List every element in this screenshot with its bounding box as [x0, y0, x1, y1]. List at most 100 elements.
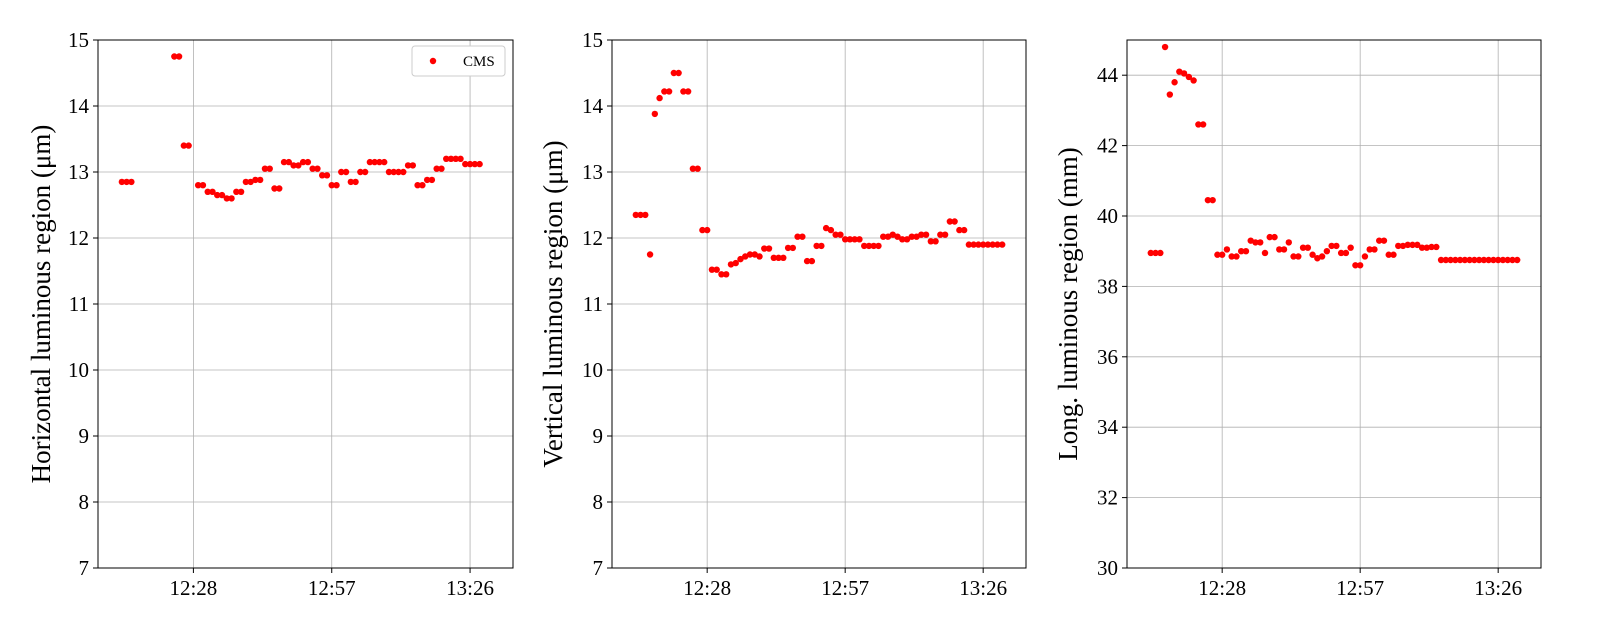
data-point	[1347, 244, 1354, 251]
data-point	[1228, 253, 1235, 260]
data-point	[352, 178, 359, 186]
data-point	[999, 241, 1006, 248]
data-point	[1371, 246, 1378, 253]
y-axis-title: Vertical luminous region (μm)	[538, 140, 568, 467]
data-point	[1190, 77, 1197, 84]
x-tick-label: 12:28	[1198, 576, 1246, 600]
data-point	[784, 244, 792, 252]
data-point	[447, 155, 455, 162]
data-point	[214, 191, 221, 199]
data-point	[428, 176, 436, 184]
x-tick-label: 13:26	[446, 576, 494, 600]
x-tick-label: 13:26	[959, 576, 1007, 600]
plot-frame	[611, 39, 1027, 569]
data-point	[1257, 239, 1264, 246]
data-point	[946, 218, 954, 225]
data-point	[694, 165, 701, 172]
x-tick-label: 12:57	[308, 576, 356, 600]
data-point	[1385, 251, 1392, 258]
data-point	[937, 231, 944, 238]
data-point	[1366, 246, 1373, 253]
data-point	[175, 53, 183, 60]
y-tick-label: 36	[1097, 345, 1118, 369]
y-tick-label: 34	[1097, 415, 1119, 439]
data-point	[194, 182, 202, 189]
data-point	[1152, 249, 1159, 257]
data-point	[261, 165, 269, 172]
data-point	[404, 162, 412, 169]
data-point	[1166, 91, 1174, 98]
data-point	[989, 241, 996, 248]
y-tick-label: 9	[593, 424, 604, 448]
data-point	[880, 233, 887, 240]
data-point	[347, 178, 355, 186]
data-point	[1318, 253, 1326, 260]
data-point	[271, 185, 278, 192]
data-point	[1280, 246, 1288, 253]
data-point	[932, 238, 939, 245]
data-point	[765, 245, 773, 252]
data-point	[684, 88, 692, 95]
data-point	[1466, 256, 1473, 264]
data-point	[1428, 243, 1435, 251]
data-point	[708, 266, 716, 273]
data-point	[732, 259, 739, 267]
data-point	[1271, 233, 1278, 241]
data-point	[400, 168, 407, 176]
series-cms	[632, 69, 1006, 278]
data-point	[1456, 256, 1464, 264]
data-point	[1185, 73, 1193, 81]
data-point	[922, 231, 930, 238]
data-point	[970, 241, 977, 248]
data-point	[423, 176, 431, 184]
data-point	[1261, 249, 1269, 257]
data-point	[376, 158, 383, 166]
data-point	[1309, 251, 1316, 258]
data-point	[979, 241, 987, 248]
data-point	[328, 182, 335, 189]
data-point	[861, 242, 868, 250]
data-point	[813, 242, 820, 250]
data-point	[1475, 256, 1483, 264]
data-point	[1304, 244, 1312, 251]
data-point	[960, 226, 968, 234]
y-tick-label: 30	[1097, 556, 1118, 580]
y-tick-label: 10	[582, 358, 603, 382]
data-point	[956, 226, 963, 234]
data-point	[123, 178, 130, 186]
plot-frame	[1126, 39, 1542, 569]
x-tick-label: 12:57	[821, 576, 869, 600]
data-point	[775, 254, 782, 261]
data-point	[342, 168, 350, 176]
data-point	[984, 241, 992, 248]
y-tick-label: 15	[68, 28, 89, 52]
data-point	[918, 231, 925, 238]
data-point	[846, 236, 854, 243]
data-point	[699, 226, 706, 234]
data-point	[1442, 256, 1450, 264]
data-point	[665, 88, 673, 95]
data-point	[841, 236, 849, 243]
data-point	[409, 162, 417, 169]
data-point	[675, 69, 682, 77]
data-point	[1252, 239, 1259, 246]
data-point	[1223, 246, 1231, 253]
legend-marker	[429, 57, 437, 65]
data-point	[452, 155, 459, 162]
data-point	[1447, 256, 1454, 264]
data-point	[780, 254, 787, 261]
data-point	[1485, 256, 1492, 264]
data-point	[1504, 256, 1511, 264]
data-point	[870, 242, 877, 250]
chart-panel-1: 7 8 9 10 11 12 13 14 15 12:28 12:57 13:26 Horizontal…	[26, 28, 514, 600]
chart-panel-2: 7 8 9 10 11 12 13 14 15 12:28 12:57 13:26 Vertical l…	[538, 28, 1027, 600]
data-point	[975, 241, 982, 248]
y-tick-label: 42	[1097, 134, 1118, 158]
data-point	[1328, 242, 1335, 250]
y-axis-title: Horizontal luminous region (μm)	[26, 125, 56, 484]
y-tick-label: 7	[593, 556, 604, 580]
data-point	[1471, 256, 1478, 264]
data-point	[1157, 249, 1164, 257]
data-point	[1461, 256, 1469, 264]
x-tick-label: 13:26	[1474, 576, 1522, 600]
